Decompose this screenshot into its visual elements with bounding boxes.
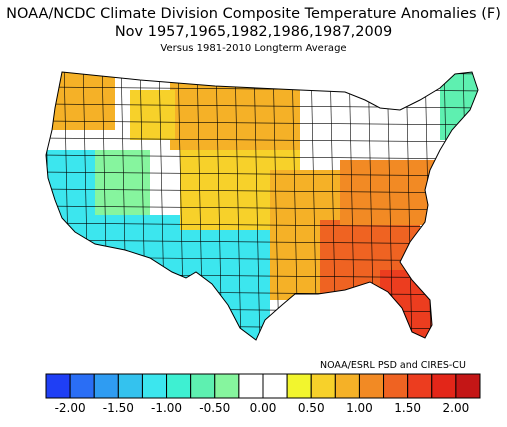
legend-swatch-17 — [455, 373, 481, 399]
legend-swatch-8 — [238, 373, 264, 399]
legend-tick-label-5: 0.50 — [298, 401, 325, 415]
legend-swatch-13 — [358, 373, 385, 399]
legend-swatch-6 — [190, 373, 216, 399]
legend-tick-label-4: 0.00 — [250, 401, 277, 415]
legend-tick-label-6: 1.00 — [346, 401, 373, 415]
map-title-line-2: Nov 1957,1965,1982,1986,1987,2009 — [114, 24, 393, 40]
legend-swatch-12 — [334, 373, 360, 399]
legend-tick-label-3: -0.50 — [199, 401, 230, 415]
legend-tick-label-0: -2.00 — [55, 401, 86, 415]
legend-tick-label-7: 1.50 — [394, 401, 421, 415]
legend-swatch-0 — [45, 373, 71, 399]
legend-swatch-7 — [214, 373, 240, 399]
legend-tick-label-8: 2.00 — [443, 401, 470, 415]
legend-swatch-3 — [117, 373, 143, 399]
region-great-basin — [95, 150, 150, 215]
legend-swatch-11 — [310, 373, 336, 399]
legend-swatch-2 — [93, 373, 119, 399]
legend-swatch-4 — [141, 373, 168, 399]
legend-tick-label-1: -1.50 — [103, 401, 134, 415]
legend-swatch-5 — [166, 373, 192, 399]
us-outline — [45, 71, 479, 341]
climate-division-boundaries — [46, 72, 478, 340]
data-credit: NOAA/ESRL PSD and CIRES-CU — [320, 360, 466, 371]
legend-tick-label-2: -1.00 — [151, 401, 182, 415]
legend-swatch-16 — [431, 373, 457, 399]
legend-swatch-14 — [383, 373, 409, 399]
map-title-line-1: NOAA/NCDC Climate Division Composite Tem… — [6, 6, 501, 22]
legend-swatch-9 — [262, 373, 288, 399]
legend-swatch-1 — [69, 373, 95, 399]
map-title-line-3: Versus 1981-2010 Longterm Average — [160, 43, 347, 54]
legend-swatch-15 — [407, 373, 433, 399]
legend-swatch-10 — [286, 373, 312, 399]
